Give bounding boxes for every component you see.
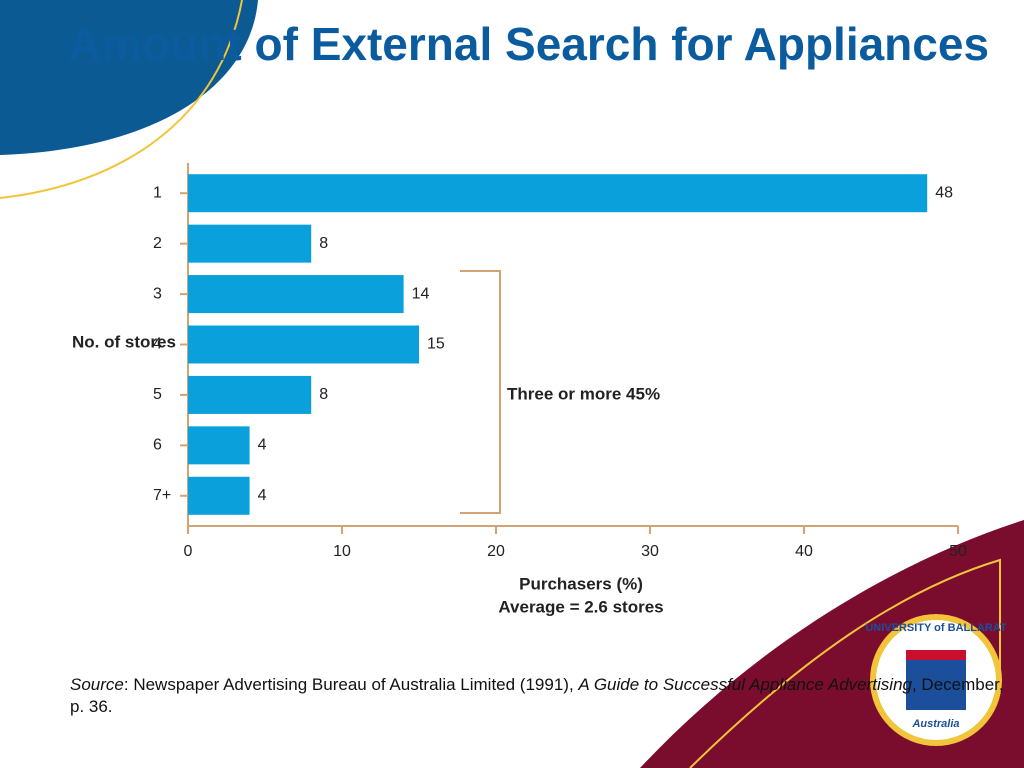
data-label: 14 [412,285,430,302]
data-label: 15 [427,336,445,353]
bar [188,224,312,263]
data-label: 4 [258,437,267,454]
x-tick-label: 40 [795,543,813,560]
logo-band [906,650,966,660]
data-label: 48 [935,184,953,201]
x-tick-label: 30 [641,543,659,560]
bar [188,174,928,213]
source-note: Source: Newspaper Advertising Bureau of … [70,674,1010,718]
y-tick-label: 5 [153,386,162,403]
bar [188,476,250,515]
x-axis-label: Purchasers (%) [519,574,643,593]
data-label: 4 [258,487,267,504]
corner-curve [0,0,243,199]
bar [188,275,404,314]
corner-shape [0,0,258,155]
logo-text: UNIVERSITY of BALLARAT [865,622,1007,634]
y-tick-label: 4 [153,336,162,353]
bar [188,375,312,414]
y-axis-label: No. of stores [72,332,176,351]
slide-title: Amount of External Search for Appliances [68,18,989,70]
annotation: Three or more 45% [507,384,660,403]
source-text: : Newspaper Advertising Bureau of Austra… [123,675,579,694]
bar [188,426,250,465]
bracket [460,270,501,514]
source-label: Source [70,675,124,694]
logo: UNIVERSITY of BALLARAT Australia [865,614,1007,746]
y-tick-label: 7+ [153,487,171,504]
y-tick-label: 2 [153,235,162,252]
y-tick-label: 6 [153,437,162,454]
y-tick-label: 3 [153,285,162,302]
x-tick-label: 50 [949,543,967,560]
logo-text: Australia [911,718,959,730]
data-label: 8 [319,235,328,252]
y-tick-label: 1 [153,184,162,201]
source-publication: A Guide to Successful Appliance Advertis… [578,675,912,694]
data-label: 8 [319,386,328,403]
corner-curve [689,558,1001,768]
bar [188,325,419,364]
x-tick-label: 10 [333,543,351,560]
source-text: , December, p. 36. [70,675,1004,716]
x-tick-label: 20 [487,543,505,560]
chart-subtitle: Average = 2.6 stores [498,597,663,616]
x-tick-label: 0 [184,543,193,560]
